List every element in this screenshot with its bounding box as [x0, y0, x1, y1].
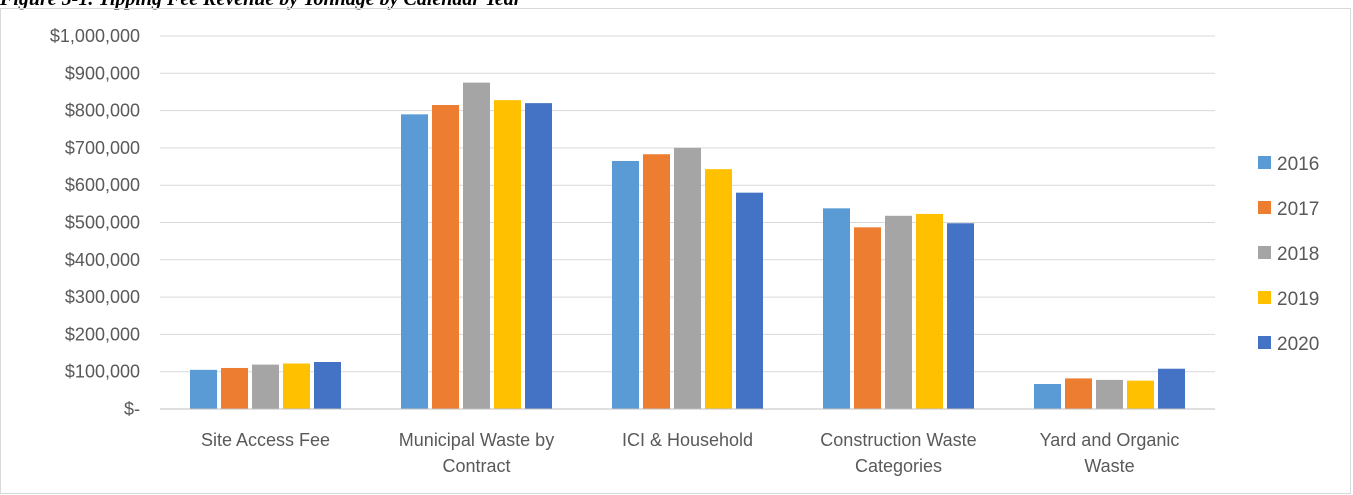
- y-tick-label: $900,000: [65, 63, 140, 83]
- bar-2017-1: [432, 105, 459, 409]
- y-tick-label: $400,000: [65, 250, 140, 270]
- bar-2016-4: [1034, 384, 1061, 409]
- legend-label-2020: 2020: [1277, 334, 1319, 355]
- bar-2016-3: [823, 208, 850, 409]
- bar-2018-2: [674, 147, 701, 409]
- bar-2018-4: [1096, 379, 1123, 409]
- y-tick-label: $700,000: [65, 138, 140, 158]
- x-category-label: Site Access Fee: [201, 430, 330, 450]
- bar-2018-3: [885, 215, 912, 409]
- bar-2020-0: [314, 362, 341, 409]
- bar-2017-0: [221, 367, 248, 409]
- legend-swatch-2018: [1258, 246, 1271, 259]
- bar-2020-4: [1158, 368, 1185, 409]
- legend-swatch-2019: [1258, 291, 1271, 304]
- y-tick-label: $500,000: [65, 213, 140, 233]
- y-tick-label: $200,000: [65, 324, 140, 344]
- bar-2017-3: [854, 227, 881, 409]
- y-tick-label: $-: [124, 399, 140, 419]
- bar-2019-0: [283, 363, 310, 409]
- bar-2019-3: [916, 213, 943, 409]
- y-tick-label: $100,000: [65, 362, 140, 382]
- bar-2016-2: [612, 160, 639, 409]
- bar-2020-2: [736, 192, 763, 409]
- bar-2019-2: [705, 169, 732, 409]
- bar-2018-1: [463, 82, 490, 409]
- x-category-label: Categories: [855, 456, 942, 476]
- bar-2017-2: [643, 154, 670, 409]
- bar-2016-0: [190, 369, 217, 409]
- bar-2018-0: [252, 364, 279, 409]
- legend-label-2017: 2017: [1277, 199, 1319, 220]
- legend-label-2016: 2016: [1277, 154, 1319, 175]
- legend-swatch-2016: [1258, 156, 1271, 169]
- x-category-label: Waste: [1084, 456, 1134, 476]
- y-tick-label: $1,000,000: [50, 26, 140, 46]
- x-category-label: Yard and Organic: [1040, 430, 1180, 450]
- figure-caption: Figure 5-1. Tipping Fee Revenue by Tonna…: [0, 0, 1353, 10]
- bars: [190, 82, 1185, 409]
- y-tick-label: $300,000: [65, 287, 140, 307]
- x-category-label: ICI & Household: [622, 430, 753, 450]
- bar-2020-1: [525, 103, 552, 409]
- y-axis-tick-labels: $- $100,000 $200,000 $300,000 $400,000 $500,0…: [50, 26, 140, 419]
- legend-label-2019: 2019: [1277, 289, 1319, 310]
- y-tick-label: $600,000: [65, 175, 140, 195]
- legend-swatch-2020: [1258, 336, 1271, 349]
- bar-2020-3: [947, 223, 974, 409]
- x-category-label: Contract: [442, 456, 510, 476]
- bar-2019-4: [1127, 380, 1154, 409]
- bar-2017-4: [1065, 378, 1092, 409]
- legend-label-2018: 2018: [1277, 244, 1319, 265]
- legend-swatch-2017: [1258, 201, 1271, 214]
- chart-frame: [0, 8, 1351, 494]
- x-category-label: Municipal Waste by: [399, 430, 554, 450]
- y-tick-label: $800,000: [65, 101, 140, 121]
- x-category-label: Construction Waste: [820, 430, 976, 450]
- bar-2016-1: [401, 114, 428, 409]
- x-axis-category-labels: Site Access Fee Municipal Waste by Contrac…: [201, 430, 1179, 476]
- bar-2019-1: [494, 100, 521, 409]
- legend: 2016 2017 2018 2019 2020: [1258, 154, 1319, 355]
